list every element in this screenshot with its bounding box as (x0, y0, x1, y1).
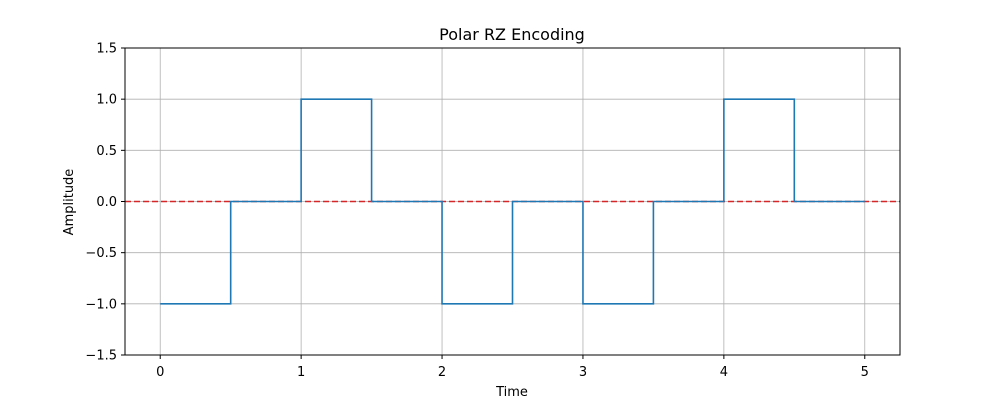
y-ticks: −1.5 −1.0 −0.5 0.0 0.5 1.0 1.5 (85, 42, 125, 364)
x-tick-label: 2 (438, 365, 446, 380)
y-tick-label: −0.5 (85, 246, 117, 261)
signal-line (160, 98, 865, 305)
x-ticks: 0 1 2 3 4 5 (156, 355, 869, 380)
x-tick-label: 1 (297, 365, 305, 380)
x-tick-label: 0 (156, 365, 164, 380)
y-tick-label: 1.0 (96, 93, 117, 108)
chart-title: Polar RZ Encoding (439, 25, 585, 44)
y-axis-label: Amplitude (62, 169, 77, 236)
y-tick-label: −1.5 (85, 349, 117, 364)
x-axis-label: Time (495, 385, 528, 400)
y-tick-label: 1.5 (96, 42, 117, 57)
x-tick-label: 3 (579, 365, 587, 380)
y-tick-label: 0.0 (96, 195, 117, 210)
y-tick-label: −1.0 (85, 297, 117, 312)
y-tick-label: 0.5 (96, 144, 117, 159)
x-tick-label: 5 (861, 365, 869, 380)
x-tick-label: 4 (720, 365, 728, 380)
series-group (160, 98, 865, 305)
